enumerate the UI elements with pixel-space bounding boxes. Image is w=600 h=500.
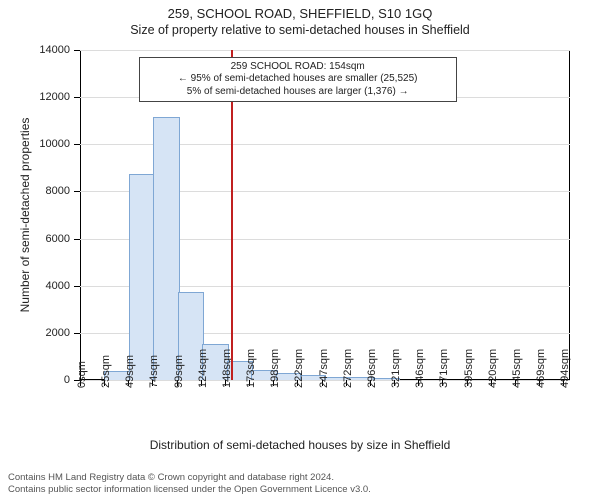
footer-line-2: Contains public sector information licen… [8, 484, 371, 496]
x-tick-label: 445sqm [511, 349, 523, 388]
y-tick-label: 6000 [46, 233, 80, 245]
x-tick-label: 321sqm [390, 349, 402, 388]
page-title: 259, SCHOOL ROAD, SHEFFIELD, S10 1GQ [0, 0, 600, 21]
x-tick-label: 198sqm [269, 349, 281, 388]
annotation-line: ← 95% of semi-detached houses are smalle… [146, 73, 450, 86]
histogram-bar [129, 174, 155, 380]
x-tick-label: 124sqm [197, 349, 209, 388]
annotation-line: 5% of semi-detached houses are larger (1… [146, 86, 450, 99]
y-axis-label: Number of semi-detached properties [18, 118, 32, 313]
x-tick-label: 0sqm [76, 361, 88, 388]
x-tick-label: 49sqm [124, 355, 136, 388]
annotation-line: 259 SCHOOL ROAD: 154sqm [146, 61, 450, 74]
footer-line-1: Contains HM Land Registry data © Crown c… [8, 472, 371, 484]
x-tick-label: 395sqm [463, 349, 475, 388]
x-tick-label: 494sqm [559, 349, 571, 388]
y-tick-label: 10000 [39, 138, 80, 150]
x-axis-label: Distribution of semi-detached houses by … [0, 438, 600, 452]
x-tick-label: 346sqm [414, 349, 426, 388]
x-tick-label: 296sqm [366, 349, 378, 388]
y-tick-label: 14000 [39, 44, 80, 56]
attribution-footer: Contains HM Land Registry data © Crown c… [8, 472, 371, 496]
x-tick-label: 272sqm [342, 349, 354, 388]
y-tick-label: 4000 [46, 280, 80, 292]
y-tick-label: 8000 [46, 185, 80, 197]
x-tick-label: 99sqm [173, 355, 185, 388]
histogram-chart: 020004000600080001000012000140000sqm25sq… [80, 50, 570, 380]
annotation-box: 259 SCHOOL ROAD: 154sqm← 95% of semi-det… [139, 57, 457, 103]
x-tick-label: 74sqm [148, 355, 160, 388]
x-tick-label: 420sqm [487, 349, 499, 388]
y-tick-label: 2000 [46, 327, 80, 339]
histogram-bar [153, 117, 179, 380]
x-tick-label: 222sqm [293, 349, 305, 388]
gridline [80, 50, 570, 51]
x-tick-label: 469sqm [535, 349, 547, 388]
y-tick-label: 12000 [39, 91, 80, 103]
x-tick-label: 25sqm [100, 355, 112, 388]
x-tick-label: 247sqm [318, 349, 330, 388]
chart-subtitle: Size of property relative to semi-detach… [0, 21, 600, 39]
x-tick-label: 371sqm [438, 349, 450, 388]
x-tick-label: 173sqm [245, 349, 257, 388]
